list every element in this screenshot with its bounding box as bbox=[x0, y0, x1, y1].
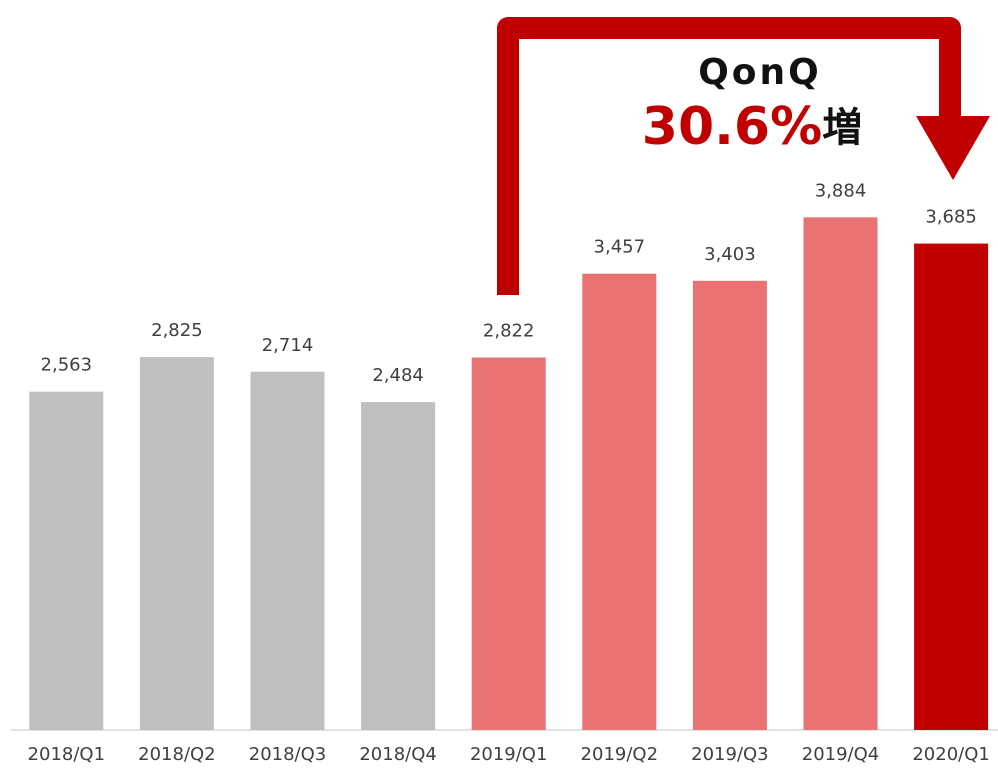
value-label: 2,563 bbox=[41, 355, 93, 376]
x-tick-label: 2018/Q3 bbox=[249, 744, 327, 765]
bar bbox=[139, 357, 214, 730]
value-label: 2,484 bbox=[372, 365, 424, 386]
growth-arrow bbox=[497, 17, 961, 295]
bar bbox=[803, 217, 878, 730]
x-tick-label: 2019/Q3 bbox=[691, 744, 769, 765]
value-label: 2,825 bbox=[151, 320, 203, 341]
value-label: 3,457 bbox=[594, 237, 646, 258]
x-tick-label: 2018/Q4 bbox=[359, 744, 437, 765]
x-tick-label: 2019/Q2 bbox=[581, 744, 659, 765]
x-tick-label: 2020/Q1 bbox=[912, 744, 990, 765]
annotation-qonq: QonQ bbox=[698, 52, 822, 93]
bar bbox=[471, 357, 546, 730]
bar bbox=[250, 371, 325, 730]
x-tick-label: 2018/Q1 bbox=[28, 744, 106, 765]
bar bbox=[692, 280, 767, 730]
value-label: 3,403 bbox=[704, 244, 756, 265]
bar bbox=[29, 391, 104, 730]
value-label: 3,884 bbox=[815, 180, 867, 201]
x-tick-label: 2019/Q1 bbox=[470, 744, 548, 765]
bar bbox=[361, 402, 436, 730]
growth-value: 30.6% bbox=[642, 97, 822, 157]
value-label: 3,685 bbox=[925, 207, 977, 228]
value-label: 2,822 bbox=[483, 320, 535, 341]
bar bbox=[914, 243, 989, 730]
x-tick-label: 2018/Q2 bbox=[138, 744, 216, 765]
x-tick-label: 2019/Q4 bbox=[802, 744, 880, 765]
annotation-growth: 30.6%増 bbox=[642, 97, 862, 157]
value-label: 2,714 bbox=[262, 335, 314, 356]
growth-suffix: 増 bbox=[822, 105, 862, 151]
bar bbox=[582, 273, 657, 730]
arrow-head bbox=[916, 116, 990, 180]
